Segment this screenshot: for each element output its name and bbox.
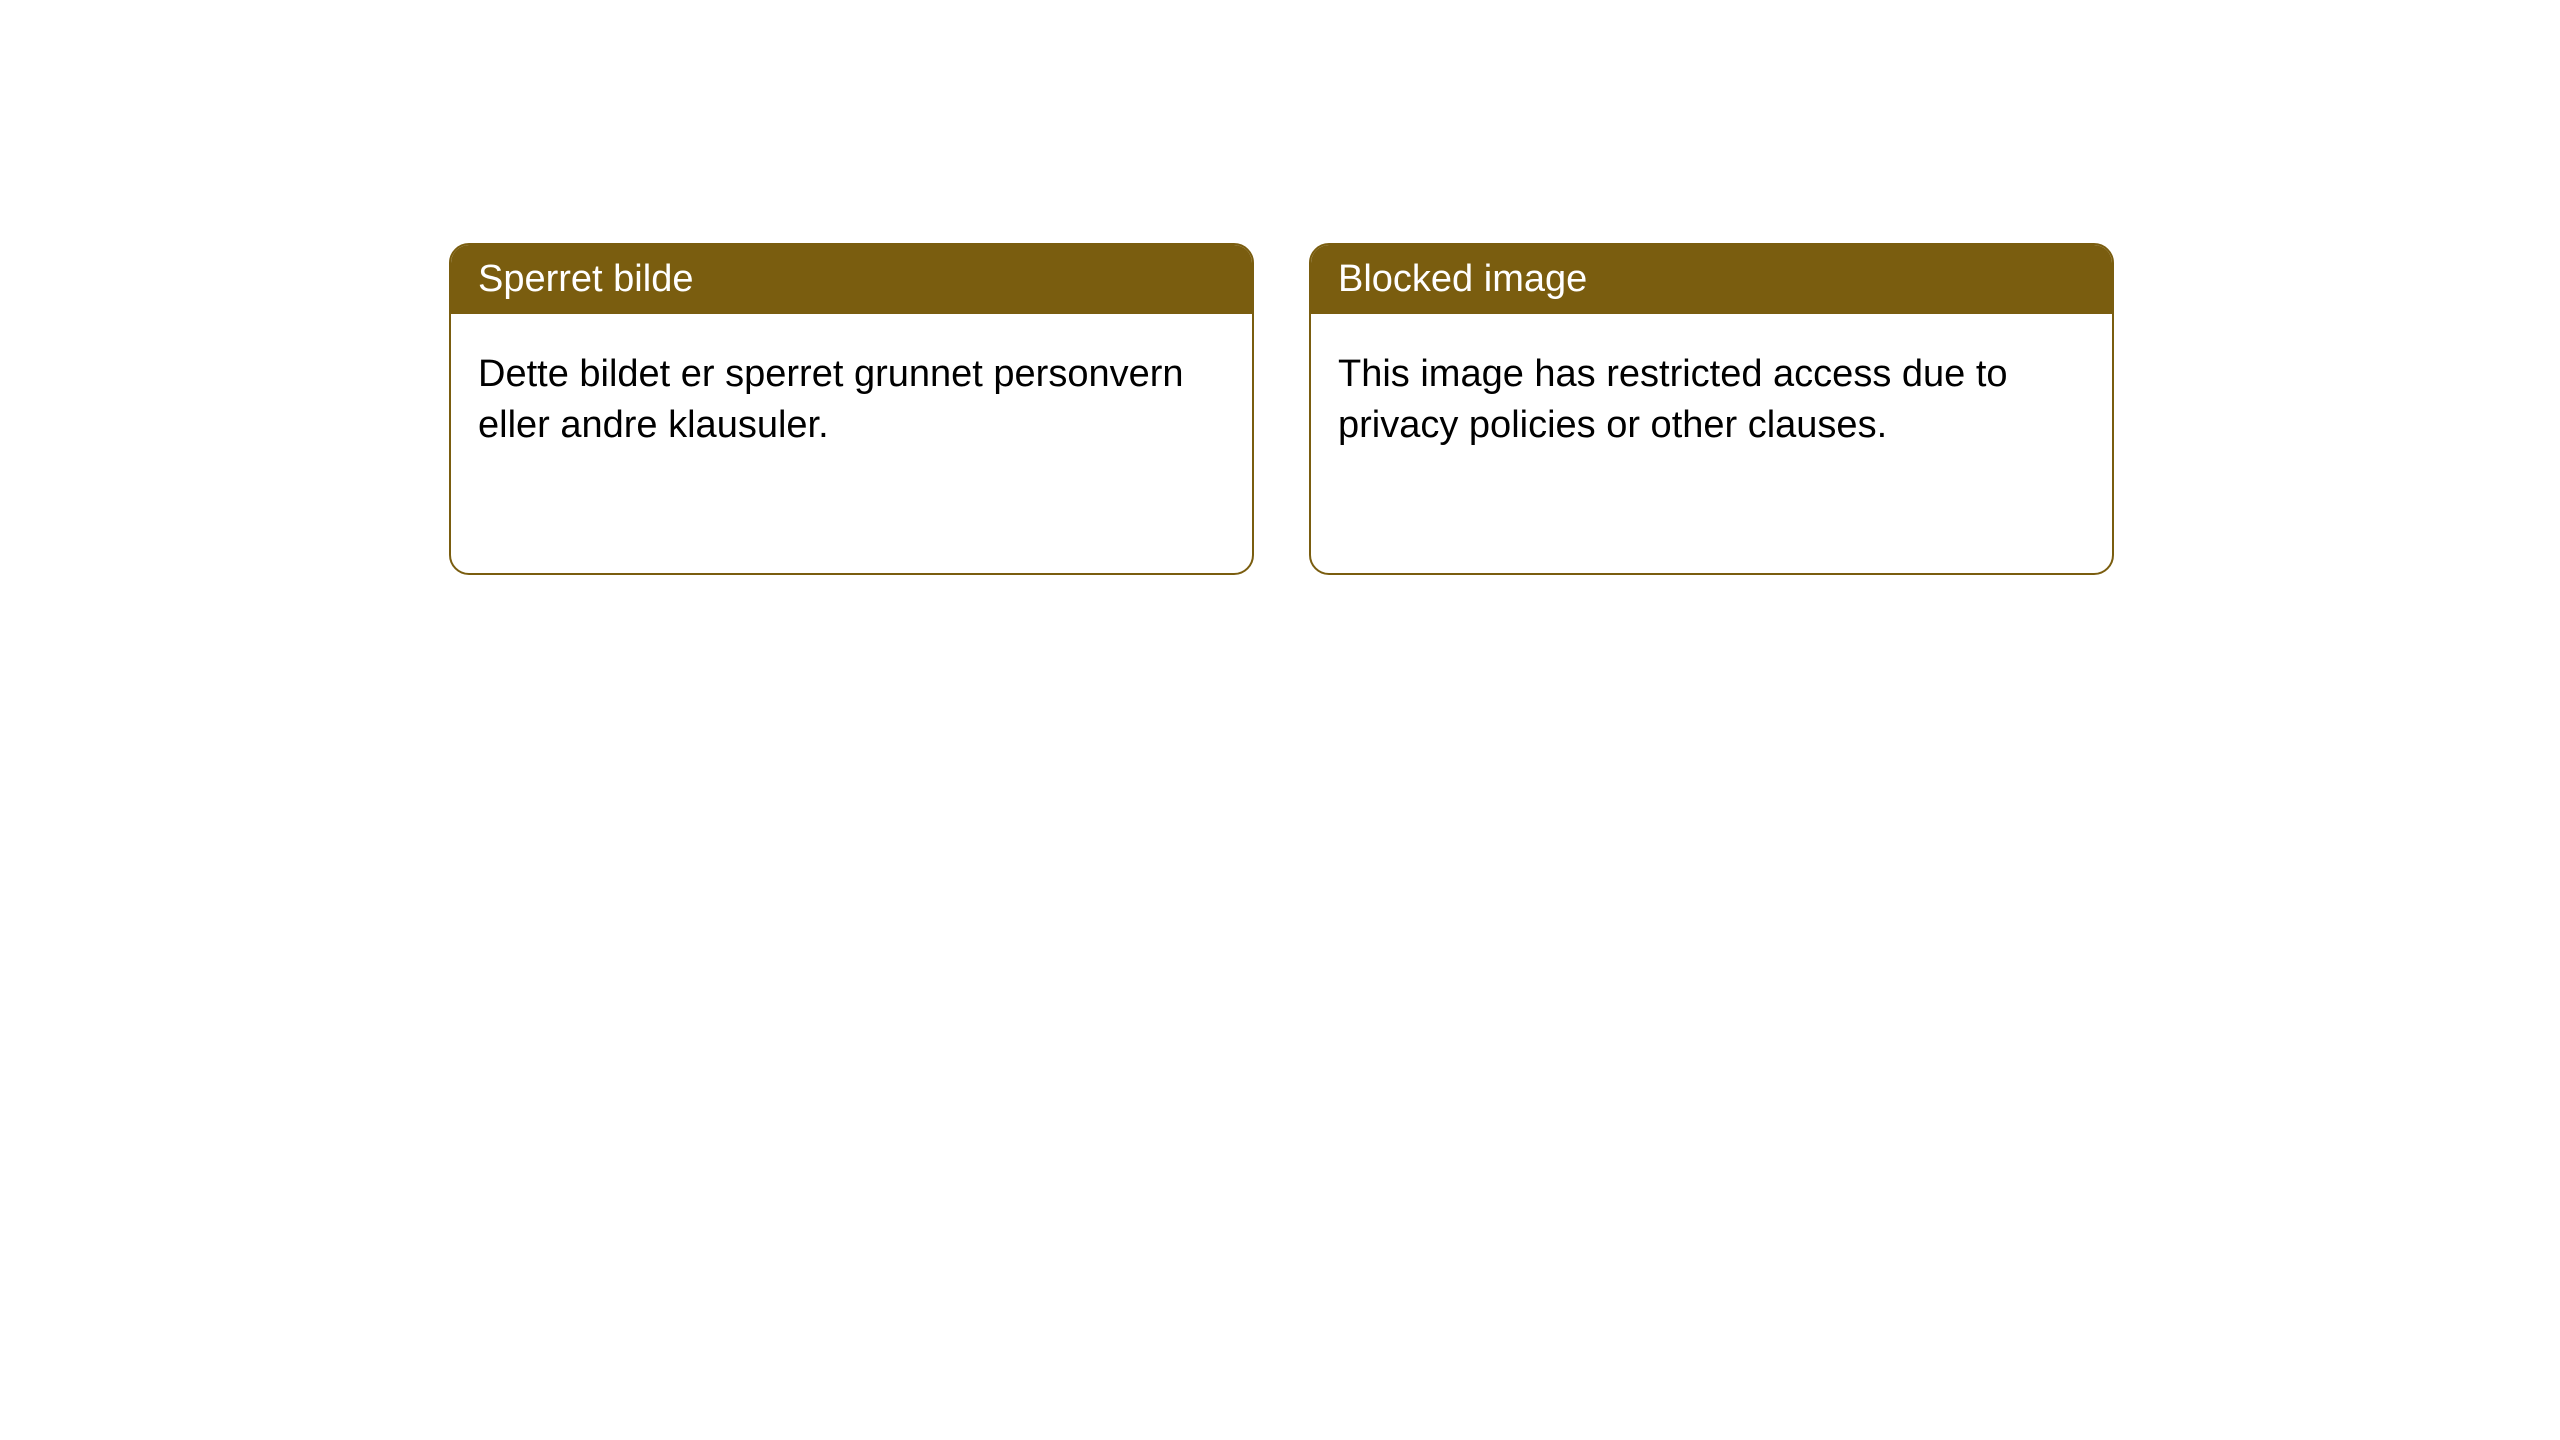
- notice-card-english: Blocked image This image has restricted …: [1309, 243, 2114, 575]
- notice-body: Dette bildet er sperret grunnet personve…: [451, 314, 1252, 487]
- notice-container: Sperret bilde Dette bildet er sperret gr…: [449, 243, 2114, 575]
- notice-title: Blocked image: [1311, 245, 2112, 314]
- notice-body: This image has restricted access due to …: [1311, 314, 2112, 487]
- notice-card-norwegian: Sperret bilde Dette bildet er sperret gr…: [449, 243, 1254, 575]
- notice-title: Sperret bilde: [451, 245, 1252, 314]
